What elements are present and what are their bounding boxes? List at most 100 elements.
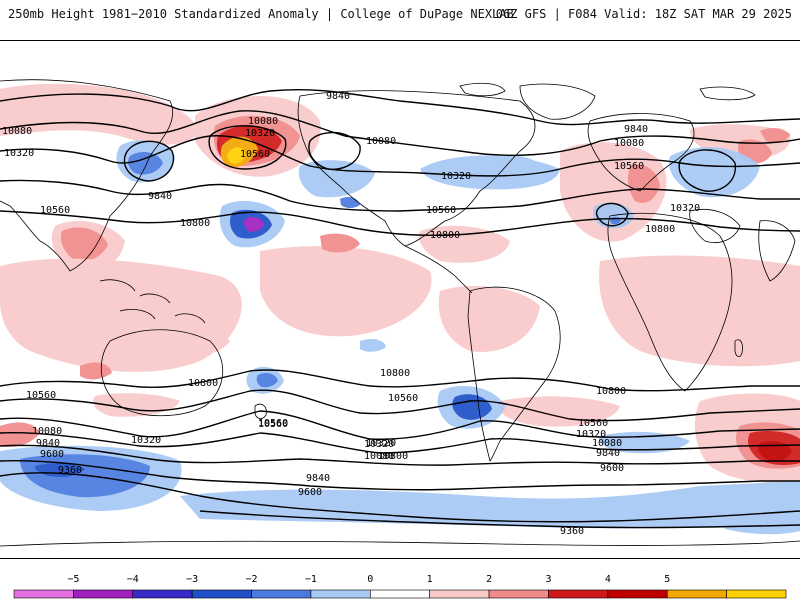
colorbar-tick-label: 2: [486, 574, 492, 585]
contour-label: 10800: [180, 218, 210, 229]
contour-label: 10320: [441, 171, 471, 182]
australia-outline: [101, 329, 224, 417]
arabia-outline: [689, 209, 741, 243]
map-svg: 9840 10080 10320 10560 10080 10320 10560…: [0, 79, 800, 547]
contour-label: 10080: [248, 116, 278, 127]
contour-label: 10560: [258, 418, 288, 429]
closed-low-atlantic: [595, 202, 629, 227]
contour-label-group: 9840 10080 10320 10560 10080 10320 10560…: [2, 91, 700, 537]
contour-10560-south: [0, 389, 800, 422]
contour-10080-south: [0, 432, 800, 454]
colorbar-swatches: [13, 589, 787, 599]
contour-label: 10080: [364, 451, 394, 462]
colorbar-svg: −5 −4 −3 −2 −1 0 1 2 3 4 5: [13, 574, 787, 599]
contour-10320-south: [0, 410, 800, 440]
closed-high-pacific: [208, 125, 287, 170]
contour-label: 9600: [600, 463, 624, 474]
contour-label: 10800: [596, 386, 626, 397]
central-america-outline: [404, 245, 473, 294]
colorbar-swatch: [607, 589, 668, 599]
colorbar-tick-label: −1: [305, 574, 317, 585]
closed-low-europe: [678, 149, 736, 192]
height-contours: [0, 88, 800, 529]
contour-label: 9360: [560, 526, 584, 537]
colorbar-swatch: [370, 589, 430, 599]
colorbar-swatch: [191, 589, 252, 599]
south-america-outline: [467, 286, 561, 462]
antarctica-outline: [0, 540, 800, 547]
madagascar-outline: [734, 339, 743, 357]
contour-label: 10320: [4, 148, 34, 159]
contour-label: 10320: [670, 203, 700, 214]
closed-low-asia: [123, 140, 175, 182]
colorbar-swatch: [666, 589, 727, 599]
colorbar-tick-label: 5: [664, 574, 670, 585]
contour-label: 10320: [366, 438, 396, 449]
contour-10800-north: [0, 210, 800, 237]
colorbar-swatch: [73, 589, 134, 599]
contour-10080-north: [0, 110, 800, 156]
southeast-asia-islands: [99, 279, 206, 324]
contour-label: 9600: [298, 487, 322, 498]
contour-label: 10560: [258, 419, 288, 430]
colorbar-swatch: [429, 589, 490, 599]
contour-label: 10080: [32, 426, 62, 437]
colorbar-swatch: [488, 589, 549, 599]
colorbar-swatch: [310, 589, 371, 599]
contour-label: 10320: [245, 128, 275, 139]
contour-label: 10800: [430, 230, 460, 241]
positive-anomaly-shading: [0, 83, 800, 483]
contour-label: 10800: [380, 368, 410, 379]
contour-label: 10560: [578, 418, 608, 429]
colorbar-tick-label: 4: [605, 574, 611, 585]
contour-label: 10560: [26, 390, 56, 401]
colorbar-tick-label: 3: [545, 574, 551, 585]
contour-label: 9360: [58, 465, 82, 476]
contour-9360-south: [0, 472, 800, 523]
africa-outline: [607, 212, 733, 392]
contour-label: 10320: [364, 439, 394, 450]
new-zealand-outline: [254, 403, 267, 419]
contour-label: 10560: [614, 161, 644, 172]
colorbar-tick-labels: −5 −4 −3 −2 −1 0 1 2 3 4 5: [67, 574, 670, 585]
contour-9360-south-lower: [199, 510, 800, 529]
contour-label: 10800: [645, 224, 675, 235]
colorbar-tick-label: 1: [427, 574, 433, 585]
model-run-info: 06Z GFS | F084 Valid: 18Z SAT MAR 29 202…: [495, 7, 792, 21]
contour-10320-north: [0, 135, 800, 177]
india-outline: [758, 220, 796, 282]
colorbar-swatch: [548, 589, 609, 599]
contour-label: 10320: [576, 429, 606, 440]
map-title: 250mb Height 1981−2010 Standardized Anom…: [8, 7, 514, 21]
contour-label: 9840: [36, 438, 60, 449]
contour-label: 9840: [306, 473, 330, 484]
contour-9840-south: [0, 444, 800, 466]
contour-label: 10080: [2, 126, 32, 137]
contour-label: 10560: [240, 149, 270, 160]
colorbar-tick-label: −5: [67, 574, 79, 585]
contour-9600-south: [0, 460, 800, 491]
colorbar-swatch: [251, 589, 312, 599]
contour-label: 10080: [592, 438, 622, 449]
colorbar-swatch: [13, 589, 74, 599]
arctic-islands: [459, 82, 756, 101]
contour-label: 10800: [188, 378, 218, 389]
contour-label: 10560: [388, 393, 418, 404]
colorbar-tick-label: −3: [186, 574, 198, 585]
contour-label: 10800: [378, 451, 408, 462]
colorbar-swatch: [726, 589, 787, 599]
contour-label: 9840: [148, 191, 172, 202]
contour-9840-north: [0, 88, 800, 126]
contour-label: 9600: [40, 449, 64, 460]
contour-label: 9840: [624, 124, 648, 135]
contour-label: 10560: [426, 205, 456, 216]
europe-outline: [587, 113, 695, 192]
colorbar-tick-label: 0: [367, 574, 373, 585]
north-america-outline: [297, 90, 536, 247]
colorbar-tick-label: −2: [246, 574, 258, 585]
colorbar: −5 −4 −3 −2 −1 0 1 2 3 4 5: [0, 560, 800, 600]
greenland-outline: [519, 83, 596, 120]
contour-10560-north: [0, 179, 800, 212]
contour-label: 10080: [614, 138, 644, 149]
